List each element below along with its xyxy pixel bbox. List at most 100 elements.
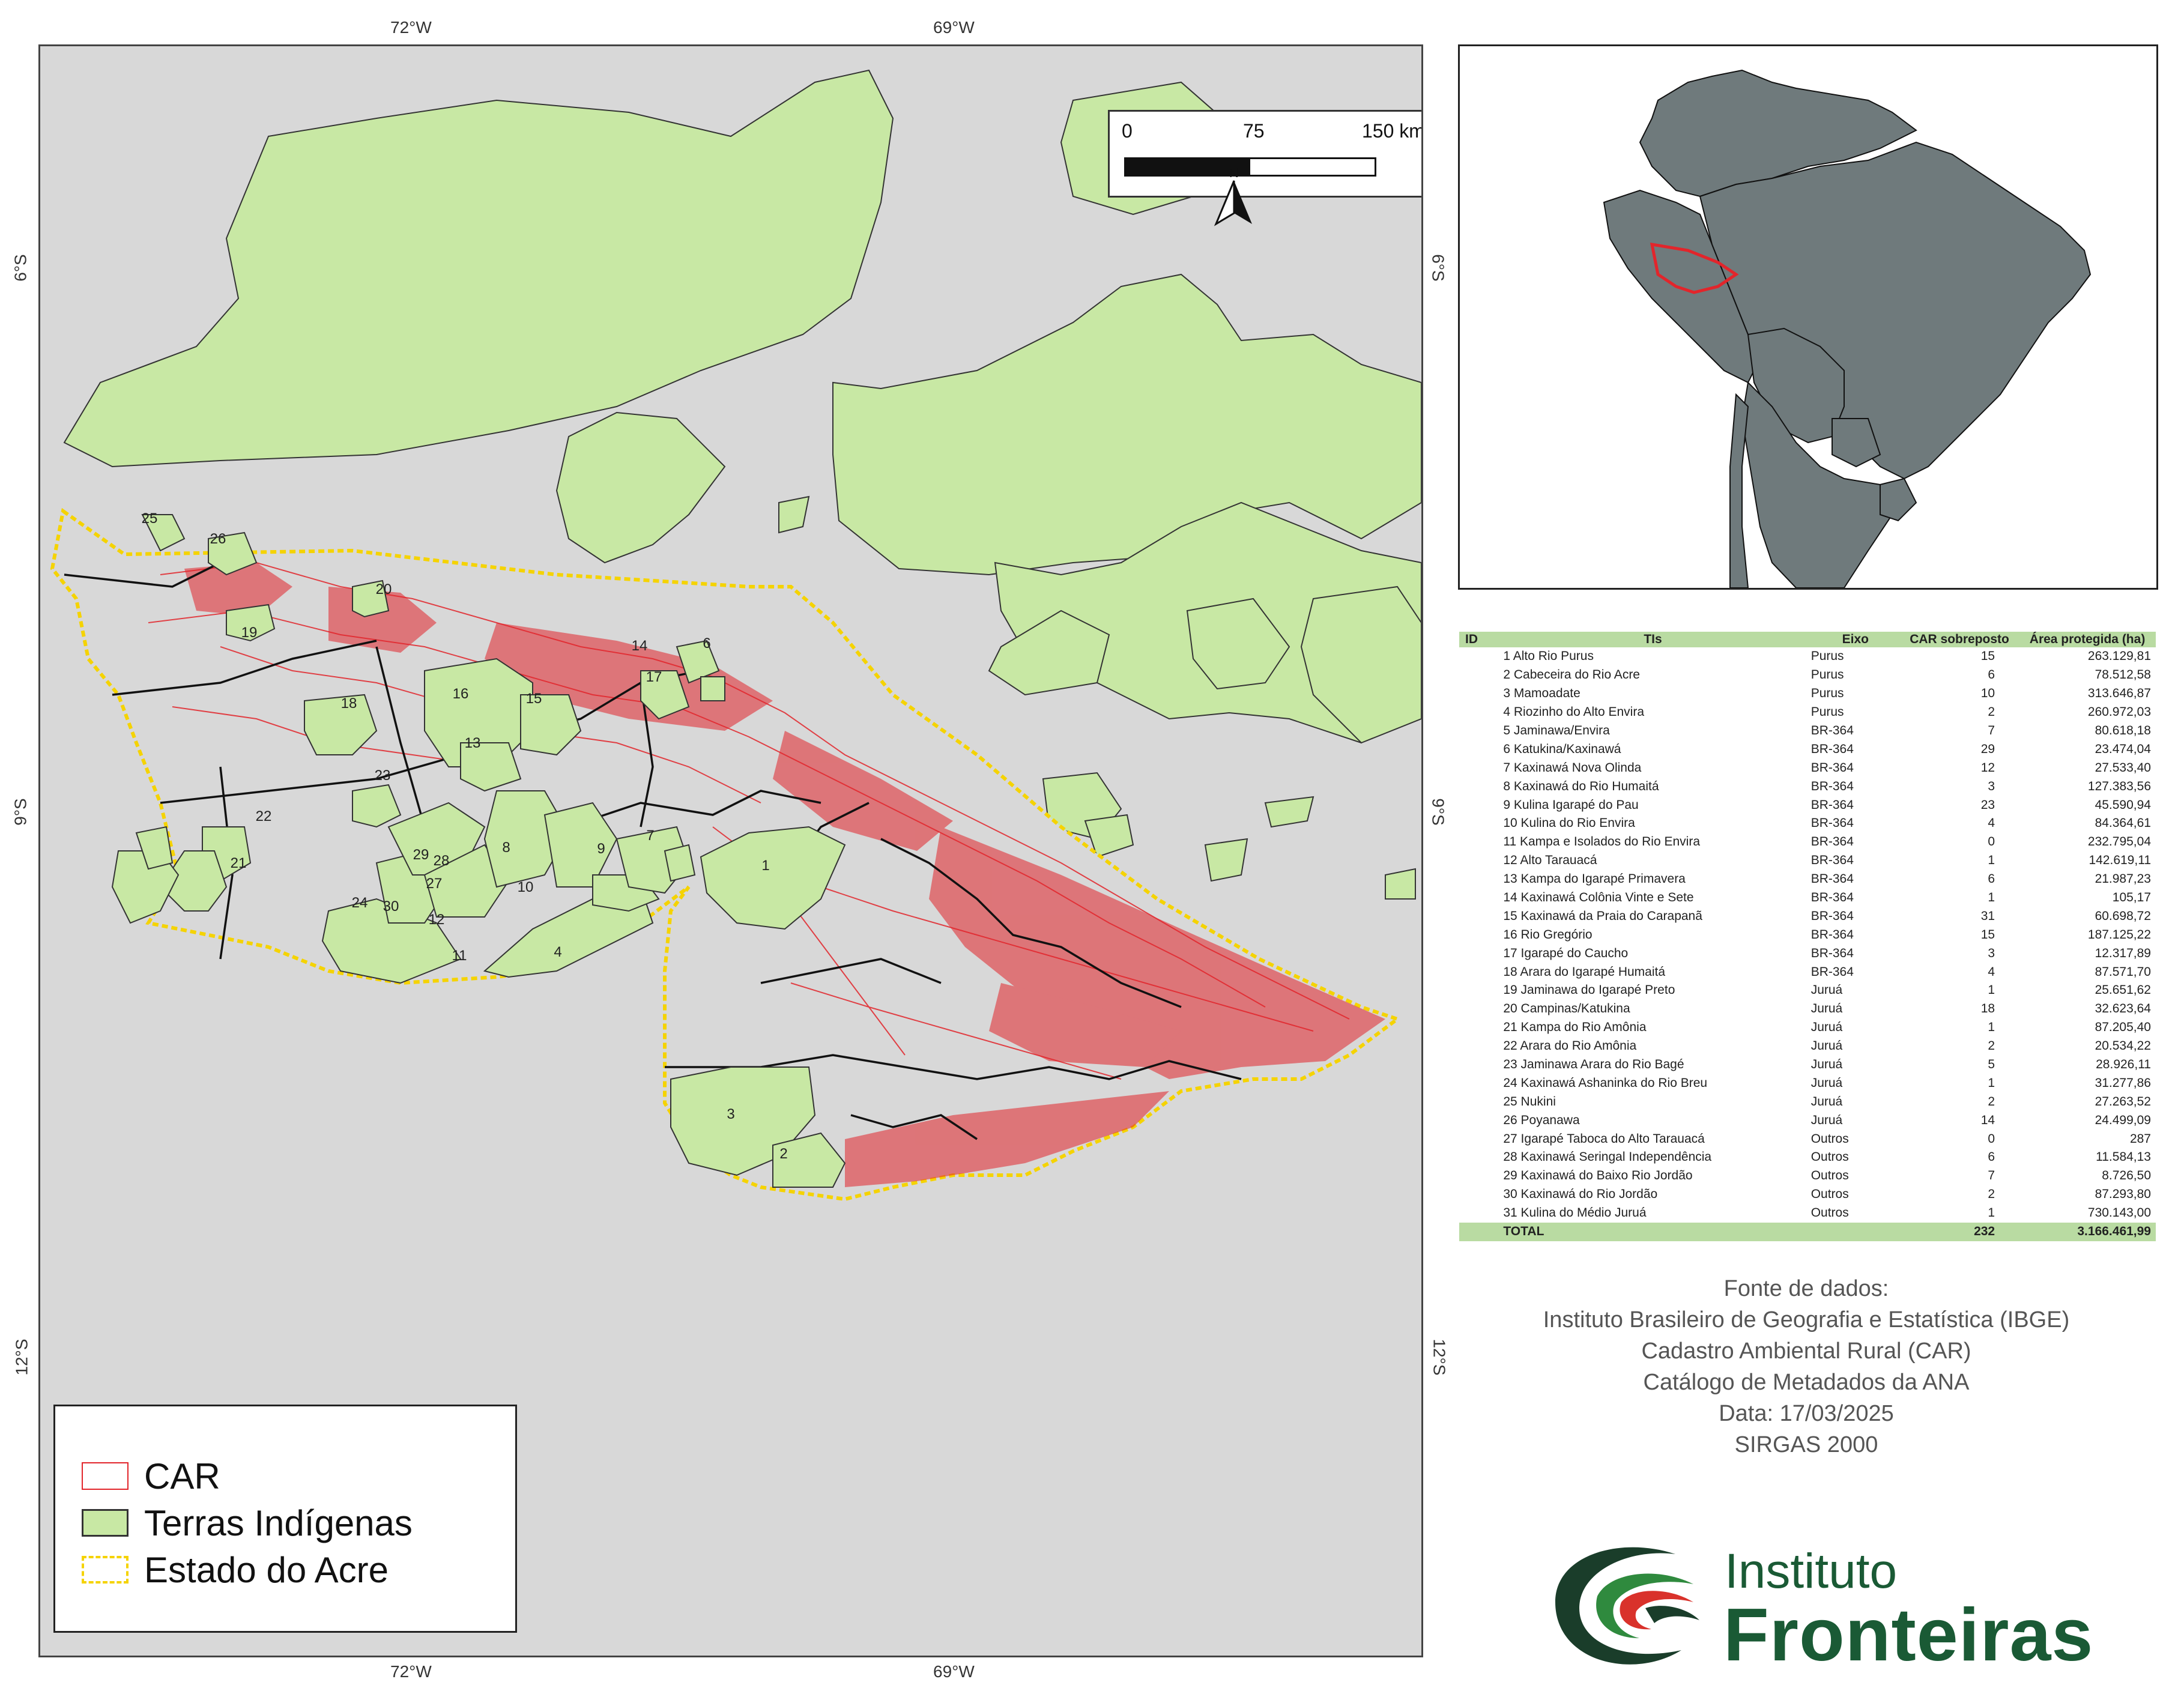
total-eixo: [1810, 1222, 1900, 1241]
ti-polygons-outside: [63, 69, 1421, 900]
cell-ti-name: 31 Kulina do Médio Juruá: [1503, 1206, 1647, 1220]
cell-ti-name: 28 Kaxinawá Seringal Independência: [1503, 1150, 1712, 1164]
cell-area: 187.125,22: [2087, 927, 2151, 942]
cell-car-count: 6: [1988, 668, 1995, 682]
ti-label-23: 23: [375, 767, 391, 784]
cell-area: 730.143,00: [2087, 1206, 2151, 1220]
cell-area: 27.533,40: [2095, 760, 2151, 775]
cell-car-count: 29: [1980, 742, 1995, 756]
legend-item-acre: Estado do Acre: [82, 1549, 389, 1590]
cell-eixo: BR-364: [1810, 797, 1854, 812]
north-arrow-icon: N: [1210, 164, 1258, 236]
scale-bar-black-segment: [1126, 159, 1250, 175]
cell-area: 263.129,81: [2087, 649, 2151, 664]
cell-ti-name: 13 Kampa do Igarapé Primavera: [1503, 872, 1686, 886]
cell-id: [1459, 758, 1495, 777]
ti-label-9: 9: [597, 841, 605, 857]
cell-car-count: 12: [1980, 760, 1995, 775]
cell-area: 105,17: [2112, 891, 2151, 905]
table-row: 19 Jaminawa do Igarapé Preto Juruá 1 25.651…: [1459, 981, 2156, 1000]
inset-map-canvas: [1603, 69, 2092, 588]
cell-car-count: 3: [1988, 946, 1995, 960]
cell-car-count: 5: [1988, 1057, 1995, 1072]
lat-label-right-6s: 6°S: [1429, 254, 1448, 282]
cell-car-count: 2: [1988, 1094, 1995, 1109]
legend-label-acre: Estado do Acre: [144, 1549, 389, 1590]
cell-id: [1459, 777, 1495, 796]
sources-line: Instituto Brasileiro de Geografia e Esta…: [1543, 1307, 2070, 1333]
cell-ti-name: 18 Arara do Igarapé Humaitá: [1503, 964, 1666, 979]
cell-area: 127.383,56: [2087, 779, 2151, 793]
cell-area: 313.646,87: [2087, 686, 2151, 701]
cell-id: [1459, 1130, 1495, 1148]
legend-label-car: CAR: [144, 1456, 220, 1496]
cell-car-count: 1: [1988, 1206, 1995, 1220]
ti-label-7: 7: [646, 827, 654, 844]
table-row: 5 Jaminawa/Envira BR-364 7 80.618,18: [1459, 722, 2156, 740]
main-map[interactable]: 1 2 3 4 7 6 8 9 10 11 12 13 14 15 16 17 …: [38, 44, 1423, 1657]
ti-label-21: 21: [231, 855, 247, 871]
cell-ti-name: 26 Poyanawa: [1503, 1113, 1580, 1127]
table-row: 24 Kaxinawá Ashaninka do Rio Breu Juruá 1 3…: [1459, 1074, 2156, 1092]
scale-tick-150: 150 km: [1362, 120, 1423, 142]
cell-ti-name: 22 Arara do Rio Amônia: [1503, 1039, 1637, 1053]
cell-eixo: BR-364: [1810, 835, 1854, 849]
ti-label-29: 29: [413, 847, 429, 863]
logo-text-fronteiras: Fronteiras: [1723, 1594, 2094, 1677]
cell-id: [1459, 963, 1495, 981]
cell-car-count: 2: [1988, 705, 1995, 719]
ti-label-19: 19: [241, 625, 258, 641]
cell-ti-name: 25 Nukini: [1503, 1094, 1556, 1109]
cell-area: 84.364,61: [2095, 816, 2151, 830]
scale-tick-0: 0: [1122, 120, 1133, 142]
table-row: 15 Kaxinawá da Praia do Carapanã BR-364 31…: [1459, 907, 2156, 925]
cell-id: [1459, 666, 1495, 685]
inset-map[interactable]: [1458, 44, 2158, 590]
table-row: 4 Riozinho do Alto Envira Purus 2 260.972,0…: [1459, 703, 2156, 722]
ti-table: ID TIs Eixo CAR sobreposto Área protegid…: [1459, 632, 2156, 1241]
legend-swatch-ti: [82, 1509, 129, 1537]
lon-label-top-72w: 72°W: [390, 18, 432, 37]
cell-eixo: Purus: [1810, 705, 1844, 719]
cell-eixo: BR-364: [1810, 779, 1854, 793]
cell-car-count: 1: [1988, 1020, 1995, 1035]
cell-ti-name: 11 Kampa e Isolados do Rio Envira: [1503, 835, 1700, 849]
cell-area: 31.277,86: [2095, 1075, 2151, 1090]
total-label: TOTAL: [1495, 1222, 1811, 1241]
cell-id: [1459, 703, 1495, 722]
cell-ti-name: 1 Alto Rio Purus: [1503, 649, 1594, 664]
cell-eixo: BR-364: [1810, 760, 1854, 775]
ti-label-13: 13: [465, 735, 481, 751]
ti-label-20: 20: [376, 581, 392, 597]
cell-car-count: 3: [1988, 779, 1995, 793]
table-row: 21 Kampa do Rio Amônia Juruá 1 87.205,40: [1459, 1018, 2156, 1037]
col-header-car: CAR sobreposto: [1899, 632, 2019, 647]
table-body: 1 Alto Rio Purus Purus 15 263.129,81 2 Cabec…: [1459, 647, 2156, 1241]
cell-id: [1459, 925, 1495, 944]
table-row: 31 Kulina do Médio Juruá Outros 1 730.143,0…: [1459, 1204, 2156, 1223]
scale-bar: 0 75 150 km: [1108, 110, 1423, 198]
cell-ti-name: 19 Jaminawa do Igarapé Preto: [1503, 983, 1675, 997]
ti-label-4: 4: [554, 944, 561, 960]
cell-area: 287: [2129, 1131, 2151, 1146]
cell-id: [1459, 1148, 1495, 1167]
cell-eixo: Juruá: [1810, 1075, 1843, 1090]
ti-label-2: 2: [779, 1146, 787, 1162]
cell-id: [1459, 1111, 1495, 1130]
cell-car-count: 15: [1980, 927, 1995, 942]
cell-eixo: Juruá: [1810, 983, 1843, 997]
cell-id: [1459, 1167, 1495, 1185]
cell-area: 11.584,13: [2096, 1150, 2151, 1164]
cell-ti-name: 9 Kulina Igarapé do Pau: [1503, 797, 1639, 812]
cell-eixo: BR-364: [1810, 946, 1854, 960]
table-row: 6 Katukina/Kaxinawá BR-364 29 23.474,04: [1459, 740, 2156, 758]
cell-id: [1459, 685, 1495, 703]
cell-eixo: Outros: [1810, 1150, 1849, 1164]
ti-label-22: 22: [256, 808, 272, 824]
cell-car-count: 23: [1980, 797, 1995, 812]
cell-area: 32.623,64: [2095, 1002, 2151, 1016]
cell-car-count: 6: [1988, 872, 1995, 886]
cell-ti-name: 29 Kaxinawá do Baixo Rio Jordão: [1503, 1169, 1693, 1183]
cell-id: [1459, 1074, 1495, 1092]
cell-eixo: BR-364: [1810, 724, 1854, 737]
